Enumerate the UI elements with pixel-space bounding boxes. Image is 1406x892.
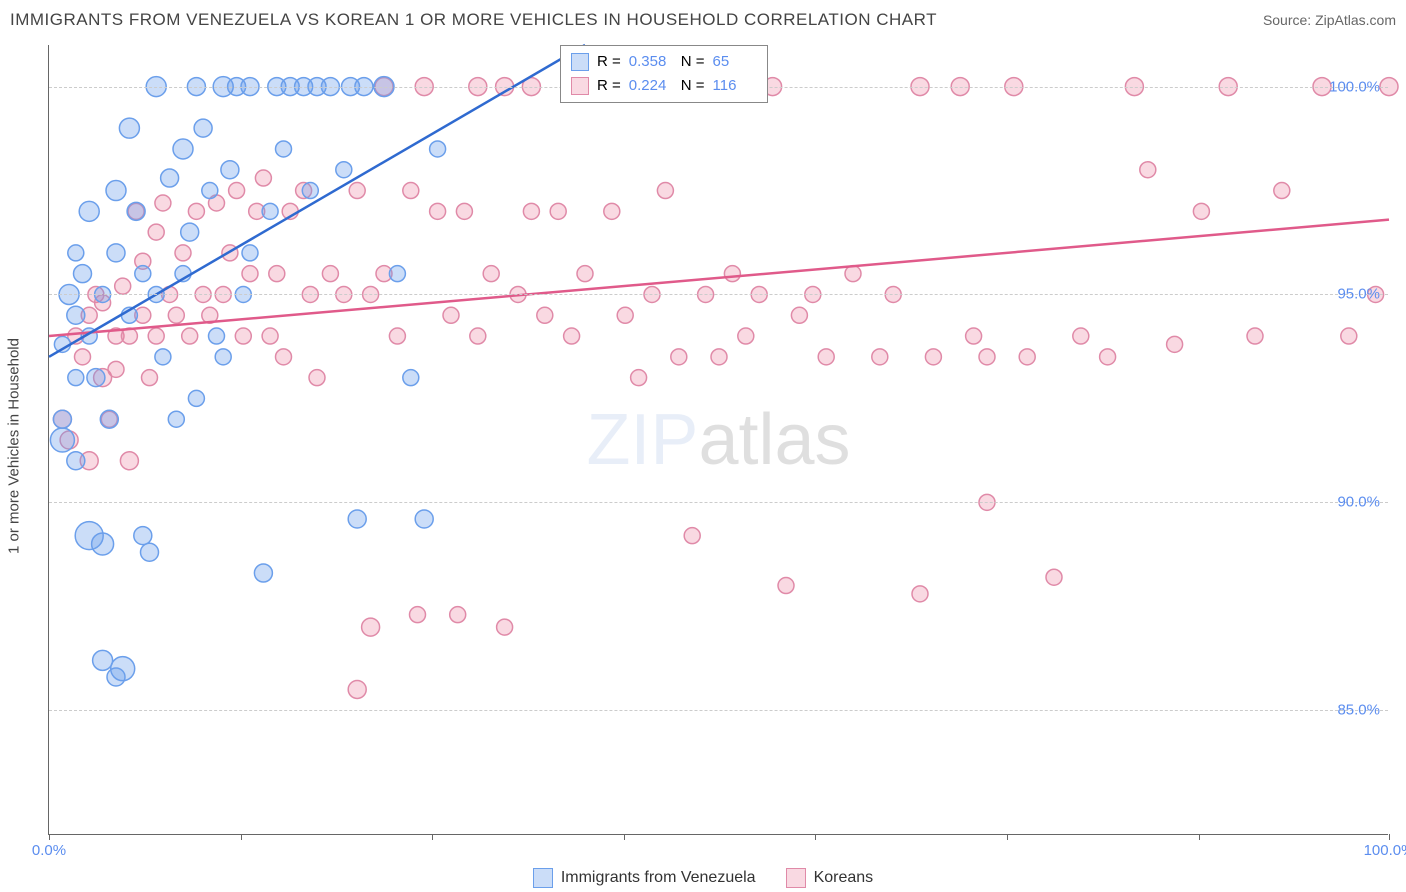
y-axis-label: 1 or more Vehicles in Household: [6, 338, 23, 554]
chart-plot-area: ZIPatlas 85.0%90.0%95.0%100.0%0.0%100.0%: [48, 45, 1388, 835]
bottom-legend: Immigrants from Venezuela Koreans: [0, 868, 1406, 888]
x-tick-mark: [1007, 834, 1008, 840]
x-tick-mark: [815, 834, 816, 840]
r-value-1: 0.358: [629, 50, 673, 74]
legend-item-series1: Immigrants from Venezuela: [533, 868, 756, 888]
x-tick-mark: [49, 834, 50, 840]
gridline: [49, 294, 1388, 295]
gridline: [49, 710, 1388, 711]
legend-item-series2: Koreans: [786, 868, 874, 888]
x-tick-mark: [624, 834, 625, 840]
y-tick-label: 95.0%: [1337, 286, 1380, 303]
y-tick-label: 100.0%: [1329, 78, 1380, 95]
n-label: N =: [681, 50, 705, 74]
legend-swatch-2: [786, 868, 806, 888]
source-label: Source: ZipAtlas.com: [1263, 12, 1396, 28]
y-tick-label: 85.0%: [1337, 702, 1380, 719]
legend-swatch-1: [533, 868, 553, 888]
y-tick-label: 90.0%: [1337, 494, 1380, 511]
correlation-stats-box: R = 0.358 N = 65 R = 0.224 N = 116: [560, 45, 768, 103]
scatter-svg: [49, 45, 1388, 834]
gridline: [49, 502, 1388, 503]
x-tick-mark: [241, 834, 242, 840]
x-tick-label: 100.0%: [1364, 842, 1406, 859]
stats-row-series2: R = 0.224 N = 116: [571, 74, 757, 98]
chart-title: IMMIGRANTS FROM VENEZUELA VS KOREAN 1 OR…: [10, 10, 937, 30]
stats-swatch-2: [571, 77, 589, 95]
stats-swatch-1: [571, 53, 589, 71]
legend-label-1: Immigrants from Venezuela: [561, 869, 756, 887]
r-label: R =: [597, 74, 621, 98]
n-label: N =: [681, 74, 705, 98]
x-tick-label: 0.0%: [32, 842, 66, 859]
n-value-1: 65: [713, 50, 757, 74]
n-value-2: 116: [713, 74, 757, 98]
r-value-2: 0.224: [629, 74, 673, 98]
x-tick-mark: [432, 834, 433, 840]
x-tick-mark: [1199, 834, 1200, 840]
stats-row-series1: R = 0.358 N = 65: [571, 50, 757, 74]
x-tick-mark: [1389, 834, 1390, 840]
legend-label-2: Koreans: [814, 869, 874, 887]
r-label: R =: [597, 50, 621, 74]
